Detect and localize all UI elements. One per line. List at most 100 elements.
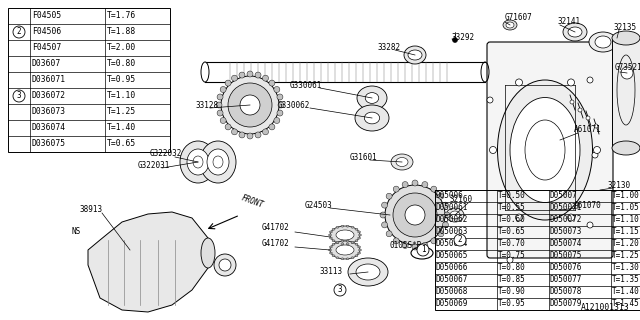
Ellipse shape: [510, 98, 580, 203]
Text: T=1.35: T=1.35: [612, 276, 640, 284]
Text: T=0.65: T=0.65: [498, 228, 525, 236]
Text: T=1.10: T=1.10: [107, 92, 136, 100]
Ellipse shape: [446, 208, 464, 222]
Text: D050063: D050063: [436, 228, 468, 236]
Ellipse shape: [431, 186, 437, 192]
Ellipse shape: [262, 75, 269, 81]
Text: D050078: D050078: [550, 287, 582, 297]
Ellipse shape: [225, 124, 231, 130]
Ellipse shape: [431, 238, 437, 244]
Ellipse shape: [274, 86, 280, 92]
Ellipse shape: [332, 243, 335, 245]
Ellipse shape: [412, 180, 418, 186]
Ellipse shape: [612, 31, 640, 45]
Ellipse shape: [422, 181, 428, 188]
Text: 0105S*B: 0105S*B: [390, 241, 422, 250]
Ellipse shape: [570, 100, 574, 104]
Text: T=0.80: T=0.80: [498, 263, 525, 273]
Ellipse shape: [332, 255, 335, 257]
Text: G73521: G73521: [615, 63, 640, 73]
Ellipse shape: [346, 258, 349, 260]
Ellipse shape: [346, 240, 349, 242]
Ellipse shape: [332, 240, 335, 242]
Circle shape: [454, 234, 466, 246]
Ellipse shape: [221, 76, 279, 134]
Text: 33292: 33292: [452, 33, 475, 42]
Ellipse shape: [225, 80, 231, 86]
Ellipse shape: [330, 226, 360, 244]
Ellipse shape: [180, 141, 216, 183]
Ellipse shape: [515, 214, 522, 221]
Text: D050071: D050071: [550, 204, 582, 212]
Ellipse shape: [351, 241, 354, 243]
Ellipse shape: [497, 80, 593, 220]
Text: NS: NS: [72, 228, 81, 236]
Ellipse shape: [346, 225, 349, 227]
Text: T=1.76: T=1.76: [107, 12, 136, 20]
Ellipse shape: [341, 243, 344, 245]
Ellipse shape: [277, 110, 283, 116]
Text: F04507: F04507: [32, 44, 61, 52]
Ellipse shape: [402, 181, 408, 188]
Ellipse shape: [336, 245, 354, 255]
Text: 32130: 32130: [608, 180, 631, 189]
Text: G322031: G322031: [138, 161, 170, 170]
Ellipse shape: [506, 22, 514, 28]
Text: D050072: D050072: [550, 215, 582, 225]
Ellipse shape: [438, 231, 444, 237]
Ellipse shape: [587, 77, 593, 83]
Ellipse shape: [220, 86, 226, 92]
Ellipse shape: [393, 186, 399, 192]
Text: D050077: D050077: [550, 276, 582, 284]
Text: D050074: D050074: [550, 239, 582, 249]
Ellipse shape: [442, 202, 449, 208]
Ellipse shape: [336, 230, 354, 240]
Ellipse shape: [396, 157, 408, 166]
Ellipse shape: [381, 202, 388, 208]
Text: T=0.95: T=0.95: [107, 76, 136, 84]
Ellipse shape: [358, 249, 362, 251]
Ellipse shape: [450, 211, 460, 219]
Text: FRONT: FRONT: [240, 194, 265, 210]
Ellipse shape: [220, 117, 226, 124]
Text: D036075: D036075: [32, 140, 66, 148]
Text: D050068: D050068: [436, 287, 468, 297]
Ellipse shape: [365, 92, 379, 103]
Text: G322032: G322032: [150, 148, 182, 157]
Ellipse shape: [228, 83, 272, 127]
Ellipse shape: [402, 243, 408, 248]
Ellipse shape: [355, 105, 389, 131]
Ellipse shape: [487, 97, 493, 103]
Ellipse shape: [594, 124, 598, 128]
Ellipse shape: [355, 243, 358, 245]
Text: A61071: A61071: [574, 125, 602, 134]
Text: 33282: 33282: [378, 43, 401, 52]
Polygon shape: [88, 212, 208, 312]
Ellipse shape: [393, 238, 399, 244]
Ellipse shape: [201, 238, 215, 268]
Ellipse shape: [586, 116, 590, 120]
Ellipse shape: [515, 79, 522, 86]
Text: T=1.00: T=1.00: [612, 191, 640, 201]
Ellipse shape: [612, 141, 640, 155]
Text: 2: 2: [17, 28, 21, 36]
Text: 33113: 33113: [320, 268, 343, 276]
Text: A61070: A61070: [574, 201, 602, 210]
Text: F04505: F04505: [32, 12, 61, 20]
Ellipse shape: [278, 102, 284, 108]
Ellipse shape: [336, 241, 339, 243]
Ellipse shape: [219, 259, 231, 271]
Ellipse shape: [341, 240, 344, 242]
FancyBboxPatch shape: [487, 42, 613, 258]
Text: G31601: G31601: [350, 154, 378, 163]
Ellipse shape: [216, 102, 222, 108]
Ellipse shape: [336, 242, 339, 244]
Text: T=0.95: T=0.95: [498, 300, 525, 308]
Ellipse shape: [357, 86, 387, 110]
Ellipse shape: [490, 147, 497, 154]
Ellipse shape: [255, 132, 261, 138]
Text: T=0.65: T=0.65: [107, 140, 136, 148]
Ellipse shape: [328, 249, 332, 251]
Text: 2: 2: [458, 236, 462, 244]
Text: D050065: D050065: [436, 252, 468, 260]
